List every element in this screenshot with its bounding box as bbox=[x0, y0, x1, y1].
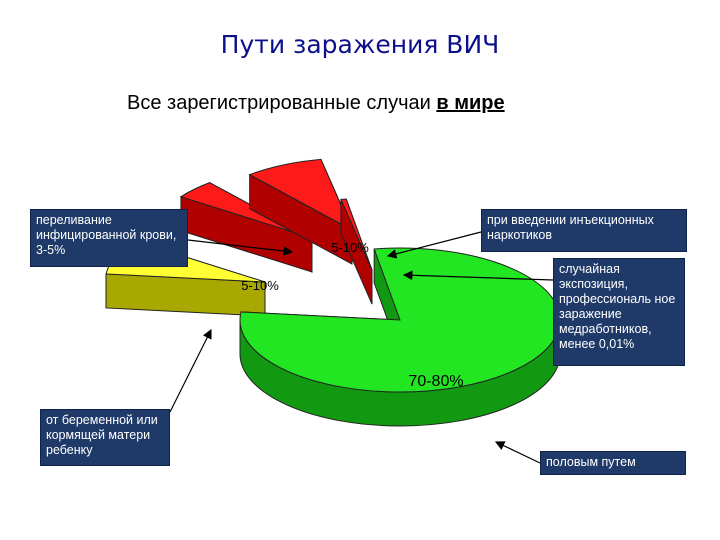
chart-subtitle: Все зарегистрированные случаи в мире bbox=[127, 92, 505, 115]
slice-sexual bbox=[239, 247, 561, 427]
callout-sexual: половым путем bbox=[540, 451, 686, 475]
callout-occupational: случайная экспозиция, профессиональ ное … bbox=[553, 258, 685, 366]
slice-occupational bbox=[340, 198, 373, 305]
subtitle-emphasis: в мире bbox=[436, 92, 505, 114]
chart-title: Пути заражения ВИЧ bbox=[220, 30, 500, 59]
data-label-perinatal: 5-10% bbox=[241, 278, 279, 293]
callout-injection: при введении инъекционных наркотиков bbox=[481, 209, 687, 252]
slice-top-sexual bbox=[239, 247, 561, 393]
subtitle-prefix: Все зарегистрированные случаи bbox=[127, 92, 431, 114]
callout-transfusion: переливание инфицированной крови, 3-5% bbox=[30, 209, 188, 267]
leader-arrow-transfusion bbox=[187, 239, 294, 256]
leader-arrow-perinatal bbox=[169, 328, 212, 413]
data-label-sexual: 70-80% bbox=[408, 373, 463, 390]
slice-top-occupational bbox=[340, 198, 373, 271]
slice-top-injection bbox=[248, 158, 354, 232]
callout-perinatal: от беременной или кормящей матери ребенк… bbox=[40, 409, 170, 466]
leader-arrow-sexual bbox=[494, 441, 541, 464]
leader-arrow-injection bbox=[386, 231, 482, 259]
data-label-injection: 5-10% bbox=[331, 240, 369, 255]
leader-arrow-occupational bbox=[402, 270, 554, 281]
